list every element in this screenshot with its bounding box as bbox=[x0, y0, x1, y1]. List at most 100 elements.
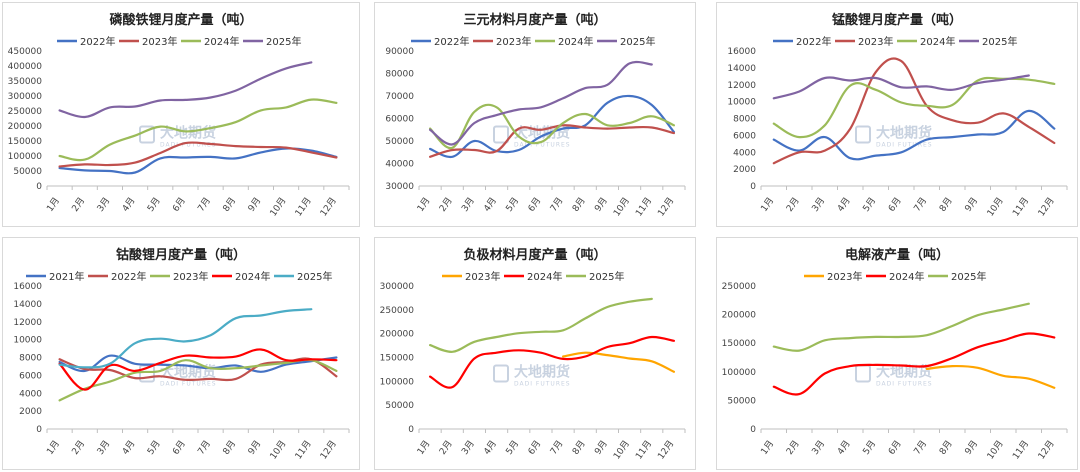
y-tick-label: 16000 bbox=[727, 47, 756, 57]
legend-item: 2022年 bbox=[57, 35, 115, 48]
chart-title: 磷酸铁锂月度产量（吨） bbox=[109, 12, 252, 28]
x-tick-label: 10月 bbox=[611, 195, 632, 218]
x-tick-label: 12月 bbox=[318, 438, 339, 461]
x-tick-label: 2月 bbox=[70, 438, 87, 456]
y-tick-label: 10000 bbox=[727, 98, 756, 108]
chart-title: 钴酸锂月度产量（吨） bbox=[116, 247, 246, 263]
y-tick-label: 400000 bbox=[8, 62, 43, 72]
watermark-logo-icon bbox=[493, 364, 509, 383]
legend-item: 2025年 bbox=[597, 35, 655, 48]
x-tick-label: 11月 bbox=[1010, 195, 1031, 218]
y-axis: 30000 40000 50000 60000 70000 80000 90000 bbox=[385, 47, 414, 192]
x-tick-label: 12月 bbox=[1036, 438, 1057, 461]
chart-title: 三元材料月度产量（吨） bbox=[463, 12, 606, 28]
y-tick-label: 12000 bbox=[13, 318, 42, 328]
y-axis: 0 50000 100000 150000 200000 250000 300000 bbox=[380, 282, 415, 435]
legend-item: 2023年 bbox=[473, 35, 531, 48]
legend-label: 2024年 bbox=[920, 35, 955, 48]
y-axis: 0 50000 100000 150000 200000 250000 300000 3500… bbox=[8, 47, 43, 192]
legend-item: 2022年 bbox=[88, 270, 146, 283]
y-tick-label: 150000 bbox=[722, 339, 757, 349]
x-tick-label: 6月 bbox=[526, 438, 543, 456]
y-tick-label: 150000 bbox=[8, 137, 43, 147]
y-tick-label: 70000 bbox=[385, 92, 414, 102]
legend-label: 2025年 bbox=[982, 35, 1017, 48]
x-tick-label: 5月 bbox=[145, 438, 162, 456]
legend-label: 2024年 bbox=[558, 35, 593, 48]
legend-item: 2023年 bbox=[150, 270, 208, 283]
y-tick-label: 350000 bbox=[8, 77, 43, 87]
series-line bbox=[58, 98, 338, 162]
y-tick-label: 100000 bbox=[722, 368, 757, 378]
legend-label: 2023年 bbox=[465, 270, 500, 283]
series-group bbox=[772, 57, 1056, 165]
x-tick-label: 6月 bbox=[170, 438, 187, 456]
x-tick-label: 1月 bbox=[759, 438, 776, 456]
x-tick-label: 11月 bbox=[633, 438, 654, 461]
x-tick-label: 10月 bbox=[268, 195, 289, 218]
y-tick-label: 250000 bbox=[8, 107, 43, 117]
legend-label: 2022年 bbox=[111, 270, 146, 283]
x-tick-label: 8月 bbox=[570, 438, 587, 456]
legend: 2023年 2024年 2025年 bbox=[804, 270, 986, 283]
watermark-text: 大地期货 bbox=[514, 364, 570, 381]
series-group bbox=[429, 60, 675, 159]
y-tick-label: 2000 bbox=[733, 165, 756, 175]
y-tick-label: 200000 bbox=[722, 311, 757, 321]
y-axis: 0 2000 4000 6000 8000 10000 12000 14000 16000 bbox=[13, 282, 42, 435]
series-line bbox=[562, 351, 675, 373]
x-tick-label: 3月 bbox=[95, 438, 112, 456]
legend-item: 2023年 bbox=[804, 270, 862, 283]
x-axis: 1月 2月 3月 4月 5月 6月 7月 8月 9月 10月 11月 12月 bbox=[759, 428, 1068, 461]
legend-label: 2021年 bbox=[49, 270, 84, 283]
y-tick-label: 50000 bbox=[13, 167, 42, 177]
y-tick-label: 100000 bbox=[380, 377, 415, 387]
y-tick-label: 300000 bbox=[8, 92, 43, 102]
watermark-subtext: DADI FUTURES bbox=[514, 381, 571, 388]
x-tick-label: 9月 bbox=[592, 438, 609, 456]
x-tick-label: 12月 bbox=[1036, 195, 1057, 218]
x-tick-label: 10月 bbox=[985, 195, 1006, 218]
x-tick-label: 4月 bbox=[120, 438, 137, 456]
x-tick-label: 4月 bbox=[482, 195, 499, 213]
x-tick-label: 4月 bbox=[120, 195, 137, 213]
y-tick-label: 0 bbox=[750, 182, 756, 192]
legend-label: 2022年 bbox=[80, 35, 115, 48]
x-tick-label: 10月 bbox=[985, 438, 1006, 461]
y-axis: 0 50000 100000 150000 200000 250000 bbox=[722, 282, 757, 435]
series-group bbox=[429, 297, 675, 389]
y-tick-label: 4000 bbox=[733, 148, 756, 158]
legend-item: 2025年 bbox=[959, 35, 1017, 48]
x-tick-label: 4月 bbox=[835, 438, 852, 456]
watermark-subtext: DADI FUTURES bbox=[160, 142, 217, 149]
x-tick-label: 3月 bbox=[95, 195, 112, 213]
x-tick-label: 12月 bbox=[656, 438, 677, 461]
x-tick-label: 11月 bbox=[1010, 438, 1031, 461]
x-tick-label: 7月 bbox=[548, 195, 565, 213]
x-tick-label: 7月 bbox=[548, 438, 565, 456]
y-tick-label: 80000 bbox=[385, 70, 414, 80]
series-group bbox=[58, 61, 338, 175]
legend-item: 2024年 bbox=[212, 270, 270, 283]
legend-label: 2023年 bbox=[142, 35, 177, 48]
legend-label: 2023年 bbox=[173, 270, 208, 283]
legend-item: 2024年 bbox=[181, 35, 239, 48]
x-tick-label: 8月 bbox=[221, 438, 238, 456]
legend-item: 2025年 bbox=[928, 270, 986, 283]
x-tick-label: 10月 bbox=[611, 438, 632, 461]
legend-label: 2024年 bbox=[527, 270, 562, 283]
series-group bbox=[772, 302, 1056, 396]
series-line bbox=[58, 348, 338, 391]
x-tick-label: 3月 bbox=[459, 438, 476, 456]
legend-label: 2023年 bbox=[858, 35, 893, 48]
x-tick-label: 4月 bbox=[482, 438, 499, 456]
x-axis: 1月 2月 3月 4月 5月 6月 7月 8月 9月 10月 11月 12月 bbox=[759, 185, 1068, 218]
y-tick-label: 12000 bbox=[727, 81, 756, 91]
y-tick-label: 40000 bbox=[385, 160, 414, 170]
watermark-subtext: DADI FUTURES bbox=[876, 142, 933, 149]
